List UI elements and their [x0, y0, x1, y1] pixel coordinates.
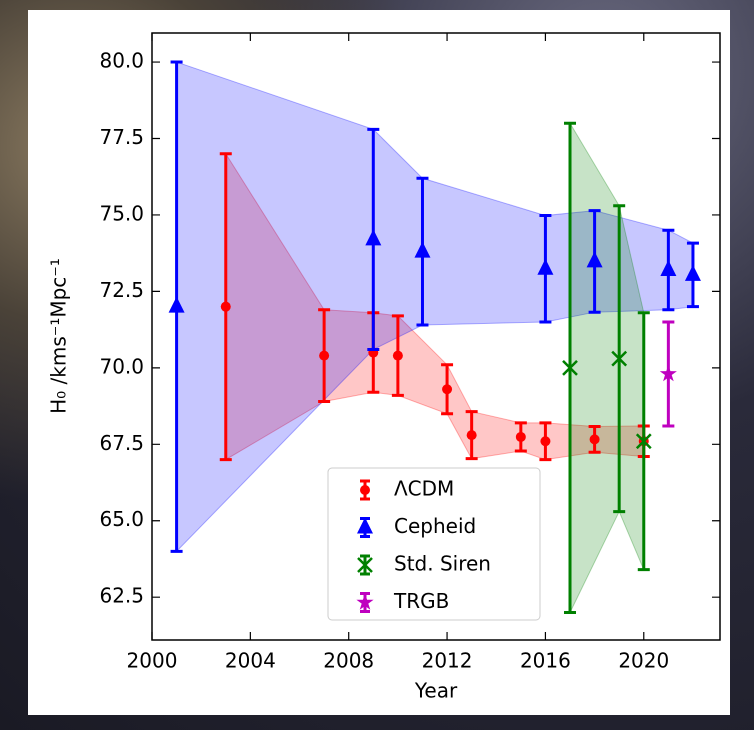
data-point — [659, 365, 677, 382]
y-tick-label: 72.5 — [99, 278, 144, 302]
legend-marker — [356, 593, 374, 610]
x-tick-label: 2016 — [520, 649, 571, 673]
data-point — [442, 384, 453, 395]
data-point — [365, 229, 382, 246]
legend-marker — [357, 557, 373, 573]
data-point — [635, 433, 652, 450]
legend-label: Std. Siren — [394, 552, 491, 576]
y-tick-label: 65.0 — [99, 507, 144, 531]
y-tick-label: 77.5 — [99, 125, 144, 149]
x-tick-label: 2012 — [422, 649, 473, 673]
data-point — [515, 431, 526, 442]
legend-marker — [360, 485, 370, 495]
data-point — [319, 350, 330, 361]
data-point — [392, 350, 403, 361]
data-point — [220, 301, 231, 312]
legend-label: Cepheid — [394, 514, 476, 538]
legend-label: ΛCDM — [394, 477, 454, 501]
data-point — [466, 430, 477, 441]
x-tick-label: 2020 — [618, 649, 669, 673]
data-point — [589, 434, 600, 445]
y-tick-label: 62.5 — [99, 584, 144, 608]
y-tick-label: 75.0 — [99, 201, 144, 225]
data-point — [684, 264, 701, 281]
data-point — [537, 258, 554, 275]
plot-frame — [151, 32, 721, 641]
data-point — [414, 241, 431, 258]
data-point — [586, 251, 603, 268]
y-tick-label: 70.0 — [99, 354, 144, 378]
y-axis-label: H₀ /kms⁻¹Mpc⁻¹ — [47, 258, 71, 414]
y-tick-label: 80.0 — [99, 49, 144, 73]
y-tick-label: 67.5 — [99, 431, 144, 455]
x-tick-label: 2000 — [127, 649, 178, 673]
data-point — [562, 359, 578, 376]
data-point — [540, 436, 551, 447]
data-point — [611, 350, 628, 367]
legend-marker — [357, 517, 373, 534]
x-axis-label: Year — [414, 679, 458, 703]
x-tick-label: 2008 — [323, 649, 374, 673]
legend-box — [327, 467, 541, 621]
x-tick-label: 2004 — [225, 649, 276, 673]
data-point — [168, 296, 185, 313]
data-point — [660, 259, 677, 276]
legend-label: TRGB — [393, 589, 449, 613]
